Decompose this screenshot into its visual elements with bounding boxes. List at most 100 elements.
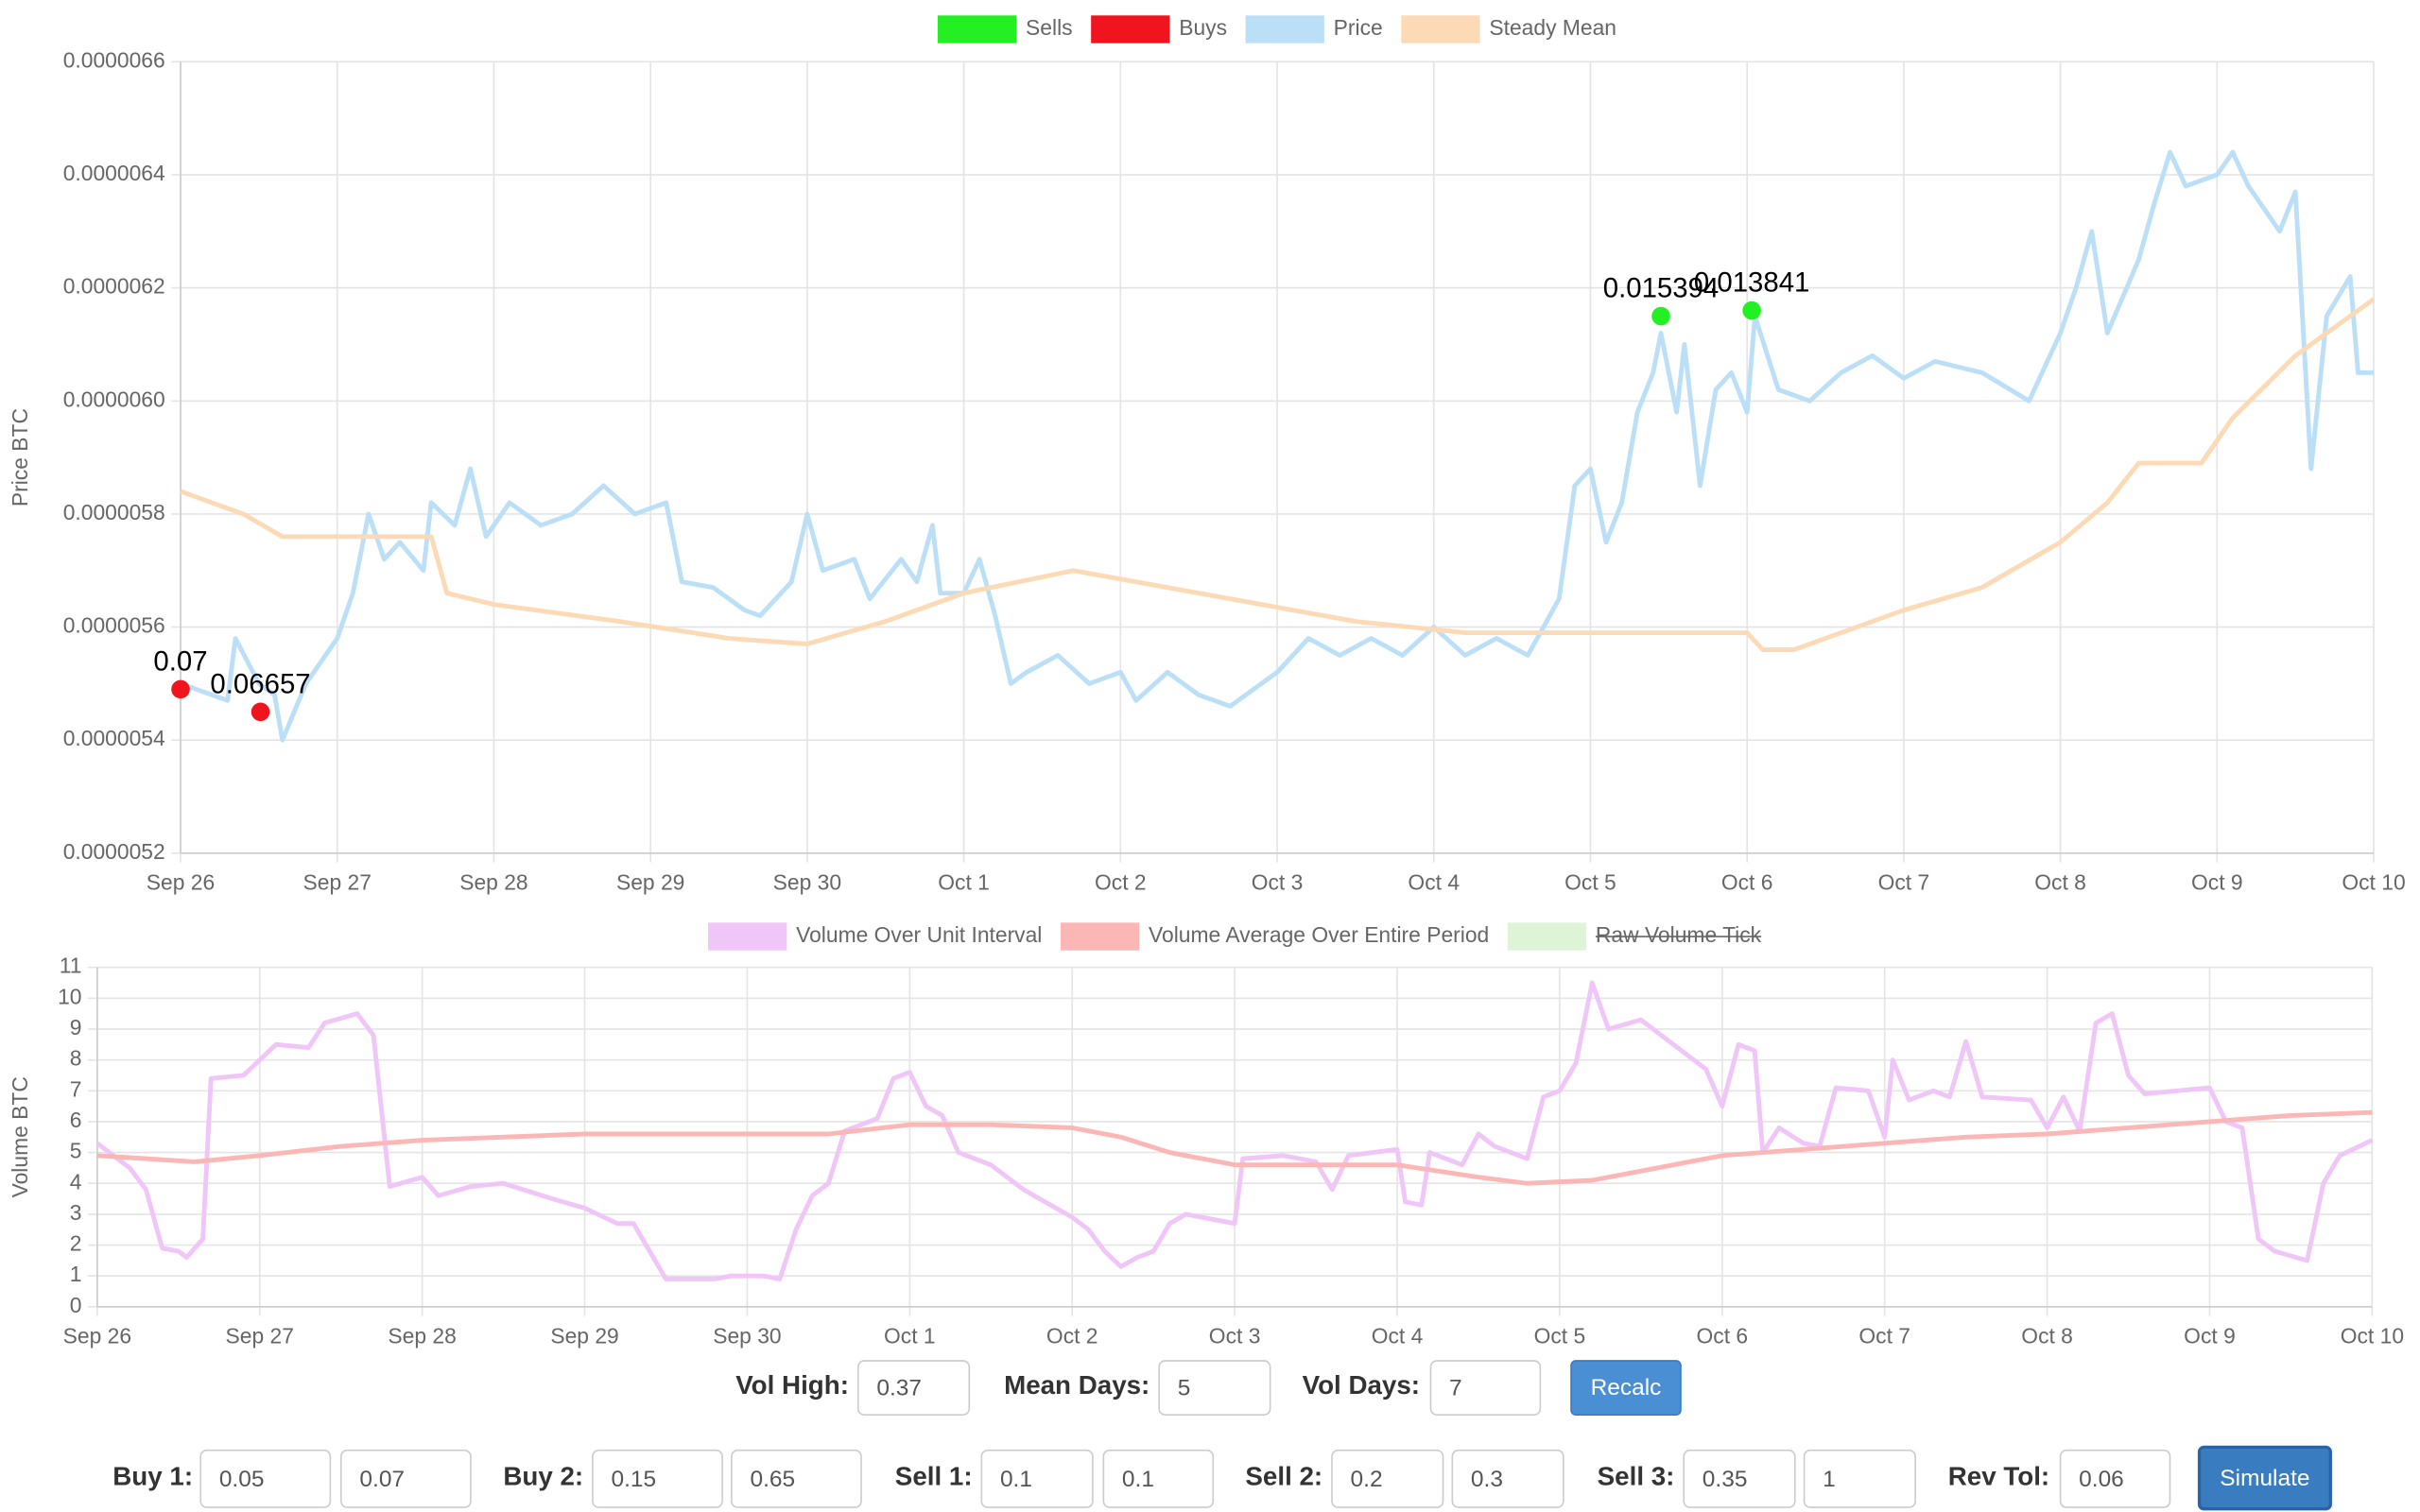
input-value[interactable]: 5 (1178, 1376, 1191, 1401)
text-input[interactable] (1102, 1449, 1215, 1508)
text-input[interactable] (340, 1449, 472, 1508)
field-label: Buy 1: (112, 1461, 193, 1490)
y-tick-label: 9 (70, 1015, 82, 1040)
input-value[interactable]: 0.35 (1703, 1467, 1748, 1492)
input-value[interactable]: 0.37 (876, 1376, 922, 1401)
y-tick-label: 6 (70, 1108, 82, 1132)
field-label: Sell 1: (895, 1461, 973, 1490)
button-label[interactable]: Simulate (2220, 1466, 2309, 1491)
y-tick-label: 0.0000054 (63, 726, 165, 750)
legend: Volume Over Unit Interval Volume Average … (708, 922, 1762, 951)
x-tick-label: Oct 2 (1095, 870, 1147, 895)
y-tick-label: 0.0000060 (63, 387, 165, 411)
y-axis-title: Price BTC (8, 408, 32, 507)
field-label: Rev Tol: (1948, 1461, 2049, 1490)
x-tick-label: Oct 8 (2034, 870, 2086, 895)
trade-point (1742, 301, 1761, 320)
text-input[interactable] (856, 1360, 971, 1416)
legend-label[interactable]: Raw Volume Tick (1596, 922, 1762, 947)
x-tick-label: Sep 30 (713, 1324, 781, 1349)
x-tick-label: Sep 29 (550, 1324, 618, 1349)
text-input[interactable] (1158, 1360, 1271, 1416)
trade-label: 0.015394 (1603, 273, 1720, 304)
x-tick-label: Sep 28 (459, 870, 527, 895)
text-input[interactable] (1451, 1449, 1564, 1508)
button-label[interactable]: Recalc (1591, 1375, 1662, 1400)
x-tick-label: Oct 4 (1372, 1324, 1424, 1349)
y-tick-label: 7 (70, 1076, 82, 1101)
text-input[interactable] (199, 1449, 332, 1508)
legend-label[interactable]: Volume Average Over Entire Period (1149, 922, 1489, 947)
trade-point (1651, 306, 1670, 326)
input-value[interactable]: 0.2 (1351, 1467, 1383, 1492)
y-tick-label: 2 (70, 1231, 82, 1256)
recalc-button[interactable] (1570, 1360, 1682, 1416)
input-value[interactable]: 0.05 (219, 1467, 265, 1492)
text-input[interactable] (2059, 1449, 2171, 1508)
y-tick-label: 0.0000058 (63, 500, 165, 524)
text-input[interactable] (1803, 1449, 1916, 1508)
trade-label: 0.07 (153, 645, 207, 677)
x-tick-label: Oct 7 (1858, 1324, 1910, 1349)
text-input[interactable] (592, 1449, 723, 1508)
series-line (95, 980, 2374, 1281)
legend-label[interactable]: Volume Over Unit Interval (796, 922, 1042, 947)
x-tick-label: Sep 28 (388, 1324, 456, 1349)
x-tick-label: Oct 1 (938, 870, 990, 895)
x-tick-label: Oct 10 (2342, 870, 2405, 895)
input-value[interactable]: 0.3 (1471, 1467, 1503, 1492)
input-value[interactable]: 0.07 (359, 1467, 405, 1492)
legend-swatch (1091, 15, 1170, 43)
y-tick-label: 11 (60, 954, 82, 978)
text-input[interactable] (1429, 1360, 1542, 1416)
input-value[interactable]: 0.1 (1000, 1467, 1032, 1492)
y-tick-label: 0.0000064 (63, 161, 165, 185)
series-line (180, 149, 2375, 743)
x-tick-label: Sep 26 (147, 870, 215, 895)
y-tick-label: 0.0000062 (63, 274, 165, 299)
legend-label[interactable]: Steady Mean (1489, 15, 1616, 40)
chart: 0.0000052 0.0000054 0.0000056 0.0000058 0.00… (8, 15, 2406, 894)
x-tick-label: Sep 27 (226, 1324, 294, 1349)
legend: Sells Buys Price Steady Mean (937, 15, 1616, 43)
simulate-button[interactable] (2197, 1445, 2332, 1511)
y-tick-label: 5 (70, 1139, 82, 1163)
input-value[interactable]: 7 (1449, 1376, 1462, 1401)
field-label: Sell 2: (1245, 1461, 1322, 1490)
input-value[interactable]: 1 (1823, 1467, 1836, 1492)
chart: 0 1 2 3 4 5 6 7 8 9 10 11 Sep 26 Sep 27 Sep 28 Sep 29 Se… (8, 922, 2404, 1348)
y-tick-label: 4 (70, 1169, 82, 1194)
x-tick-label: Oct 3 (1252, 870, 1304, 895)
x-tick-label: Oct 6 (1697, 1324, 1749, 1349)
y-tick-label: 10 (58, 984, 81, 1008)
y-tick-label: 0.0000056 (63, 613, 165, 638)
legend-swatch (1060, 922, 1140, 951)
input-value[interactable]: 0.15 (612, 1467, 657, 1492)
y-tick-label: 0 (70, 1293, 82, 1317)
x-tick-label: Sep 29 (616, 870, 684, 895)
input-value[interactable]: 0.65 (750, 1467, 795, 1492)
x-tick-label: Oct 2 (1046, 1324, 1098, 1349)
legend-label[interactable]: Buys (1179, 15, 1227, 40)
x-tick-label: Oct 9 (2184, 1324, 2236, 1349)
x-tick-label: Oct 8 (2021, 1324, 2073, 1349)
legend-label[interactable]: Sells (1026, 15, 1073, 40)
text-input[interactable] (1331, 1449, 1444, 1508)
x-tick-label: Oct 7 (1878, 870, 1930, 895)
text-input[interactable] (1683, 1449, 1796, 1508)
legend-swatch (1507, 922, 1587, 951)
trade-point (171, 679, 190, 699)
y-axis-title: Volume BTC (8, 1076, 32, 1197)
input-value[interactable]: 0.1 (1122, 1467, 1154, 1492)
x-tick-label: Oct 1 (884, 1324, 936, 1349)
legend-swatch (937, 15, 1017, 43)
input-value[interactable]: 0.06 (2079, 1467, 2124, 1492)
text-input[interactable] (731, 1449, 862, 1508)
legend-label[interactable]: Price (1334, 15, 1383, 40)
text-input[interactable] (980, 1449, 1094, 1508)
x-tick-label: Oct 5 (1534, 1324, 1586, 1349)
trade-point (251, 702, 270, 722)
field-label: Buy 2: (503, 1461, 583, 1490)
